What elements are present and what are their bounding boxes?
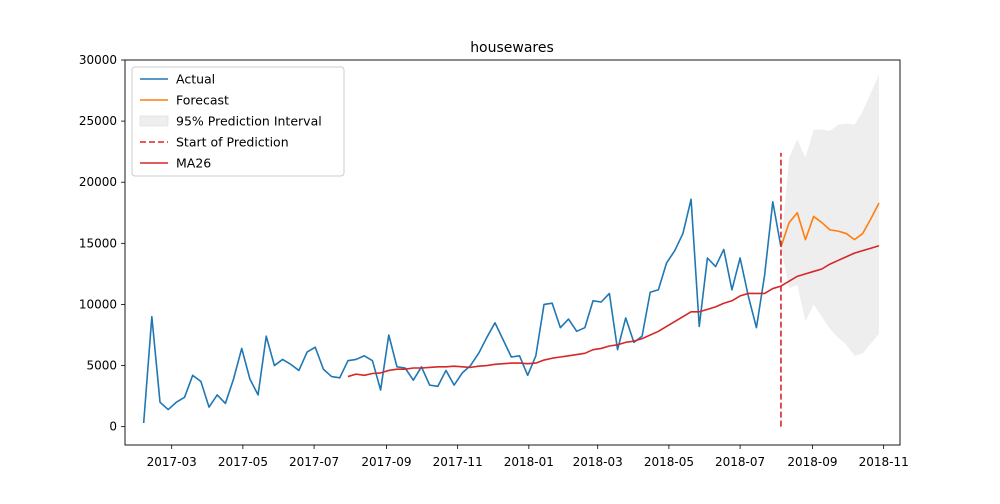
x-tick-label: 2017-03 (147, 455, 197, 469)
x-tick-label: 2018-01 (504, 455, 554, 469)
x-tick-label: 2017-09 (361, 455, 411, 469)
x-tick-label: 2017-07 (289, 455, 339, 469)
legend-box (131, 66, 345, 177)
y-tick-label: 25000 (79, 114, 117, 128)
legend-label: Actual (176, 72, 215, 87)
x-tick-label: 2018-09 (787, 455, 837, 469)
x-tick-label: 2017-11 (433, 455, 483, 469)
chart-title: housewares (470, 40, 554, 56)
legend-label: Start of Prediction (176, 135, 289, 150)
legend: Actual Forecast 95% Prediction Interval Sta… (131, 66, 345, 177)
y-tick-label: 0 (109, 420, 117, 434)
y-tick-label: 30000 (79, 53, 117, 67)
series-actual-line (142, 198, 782, 424)
legend-label: MA26 (176, 156, 211, 171)
y-tick-label: 10000 (79, 297, 117, 311)
y-tick-label: 20000 (79, 175, 117, 189)
series-forecast-line (780, 202, 880, 248)
legend-label: 95% Prediction Interval (176, 114, 322, 129)
axes: 2017-03 2017-05 2017-07 2017-09 2017-11 2018-… (79, 53, 909, 469)
y-tick-label: 5000 (86, 359, 117, 373)
x-tick-label: 2018-03 (573, 455, 623, 469)
x-tick-label: 2018-07 (715, 455, 765, 469)
x-tick-label: 2018-11 (859, 455, 909, 469)
legend-label: Forecast (176, 93, 229, 108)
axes-frame (124, 59, 901, 446)
x-tick-label: 2018-05 (644, 455, 694, 469)
prediction-interval-band (780, 74, 879, 356)
plot-area (142, 74, 880, 427)
y-tick-label: 15000 (79, 236, 117, 250)
series-ma26-line (347, 245, 880, 378)
x-tick-label: 2017-05 (218, 455, 268, 469)
legend-swatch (139, 115, 169, 127)
